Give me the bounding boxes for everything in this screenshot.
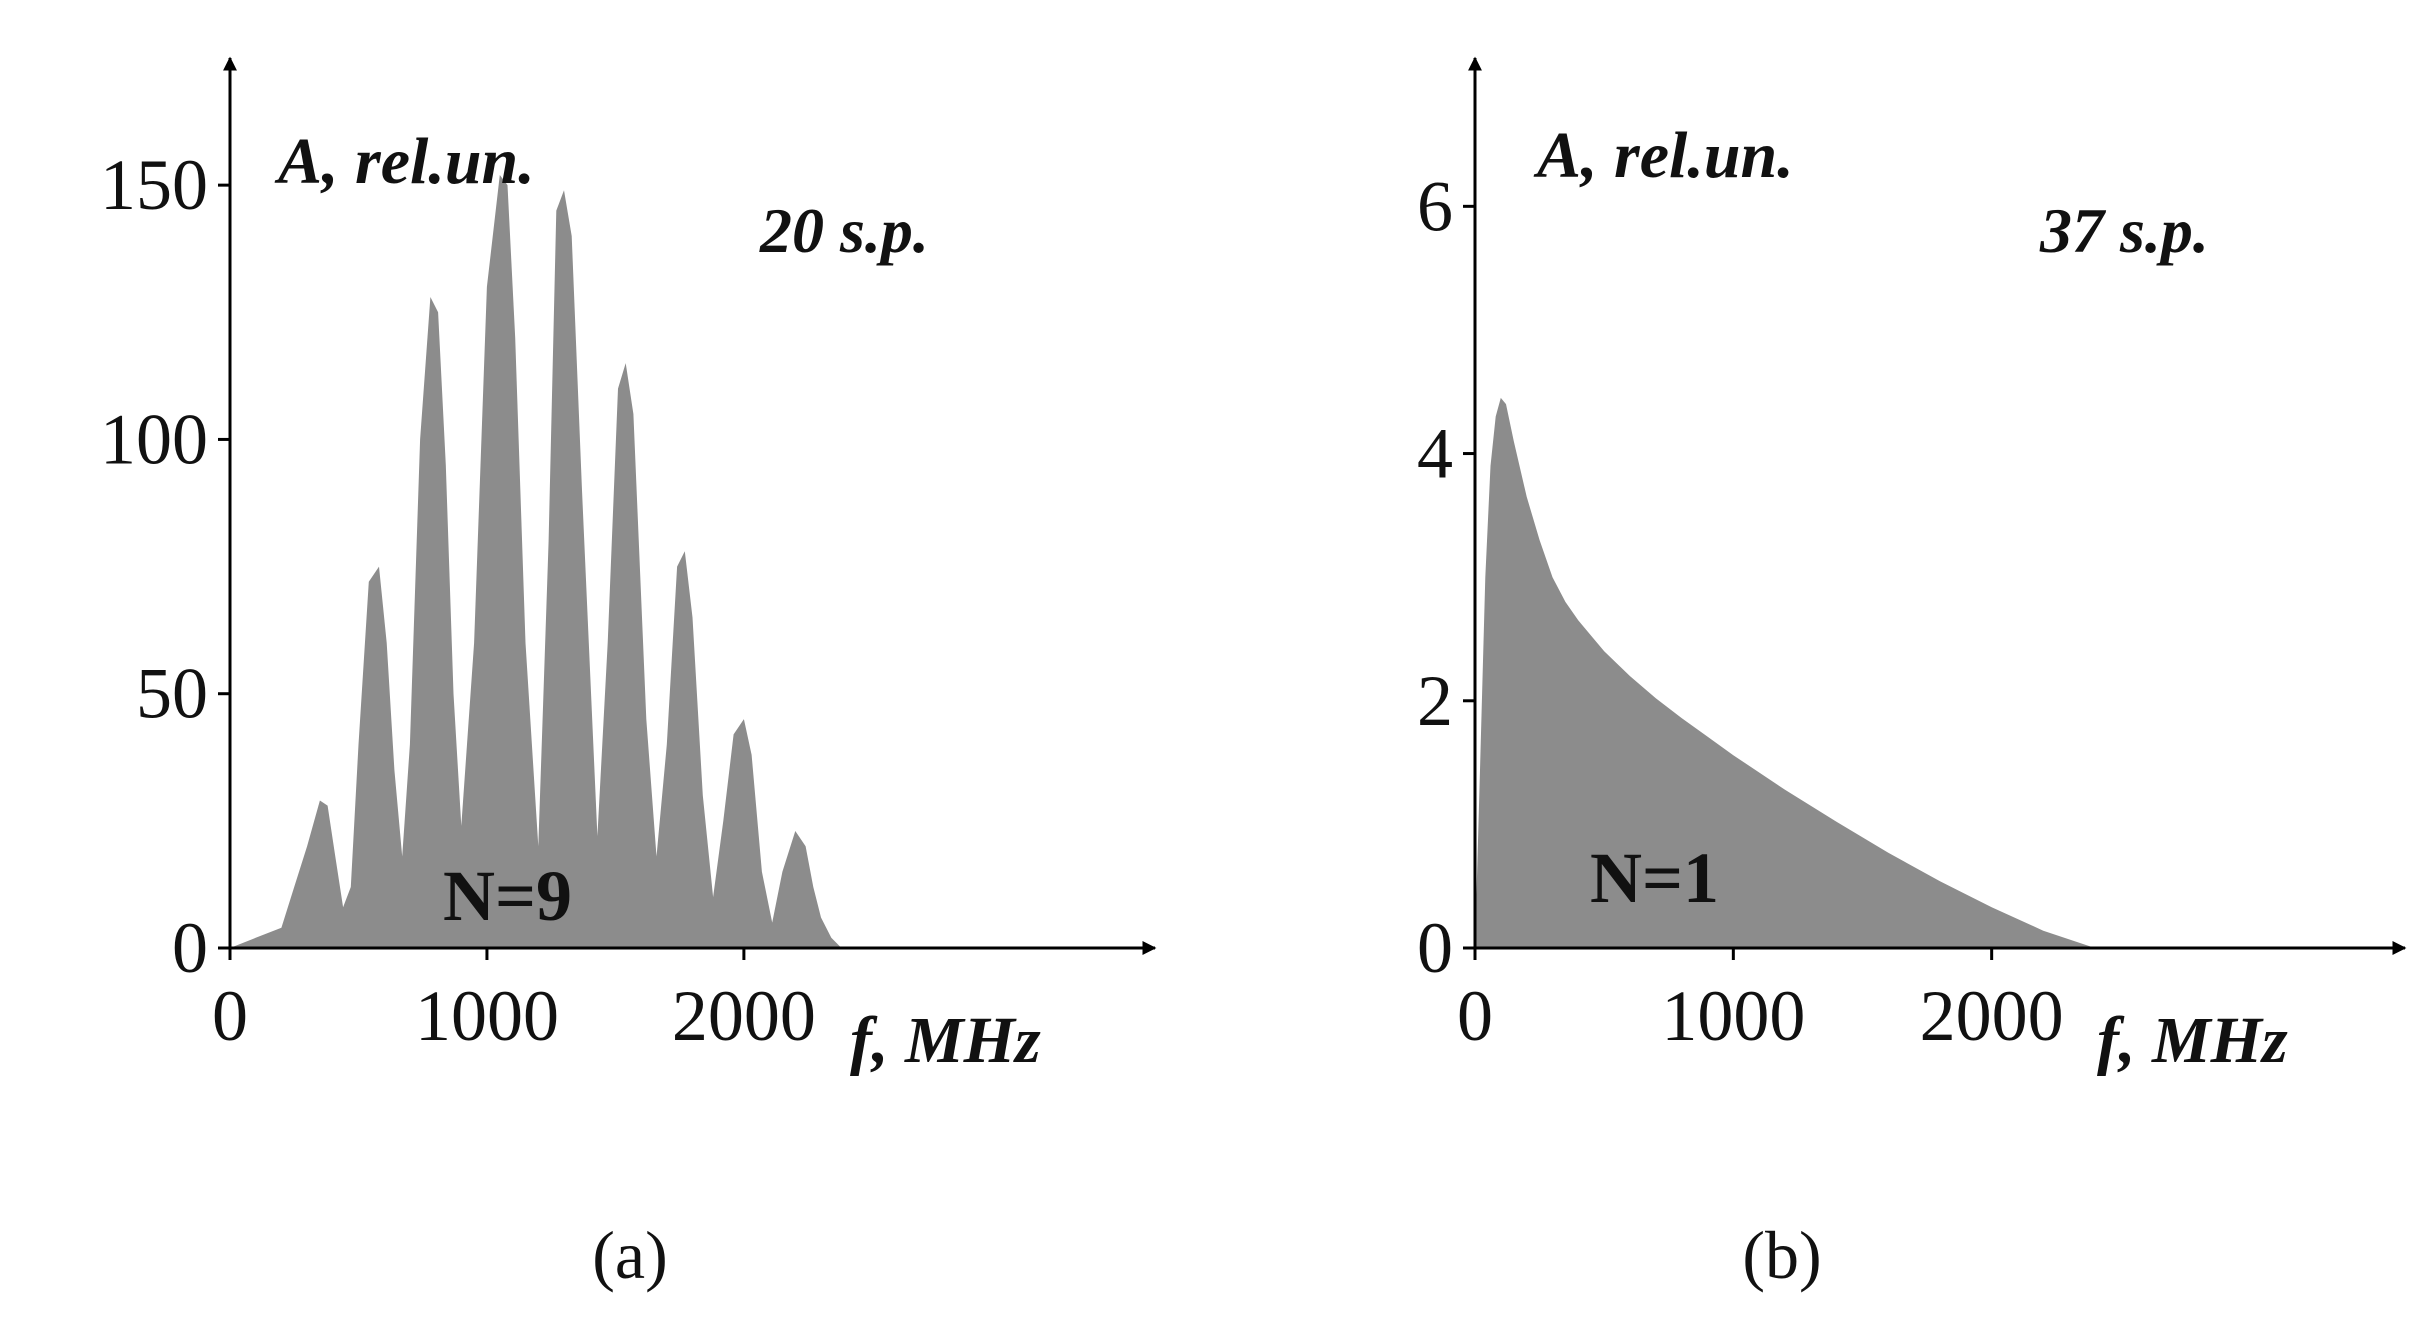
x-tick-label: 0 [1457,976,1493,1056]
x-tick-label: 2000 [672,976,816,1056]
chart-panel-b: 0 2 4 6 0 1000 2000 A, rel.un. 37 s.p. N=1 f,… [1417,56,2407,1293]
y-axis-title-b: A, rel.un. [1533,119,1794,192]
x-ticks-a: 0 1000 2000 [212,948,816,1056]
n-label-a: N=9 [443,856,572,936]
y-tick-label: 100 [100,399,208,479]
x-ticks-b: 0 1000 2000 [1457,948,2064,1056]
x-tick-label: 2000 [1920,976,2064,1056]
annotation-b: 37 s.p. [2039,195,2209,266]
y-axis-title-a: A, rel.un. [274,125,535,198]
y-ticks-a: 0 50 100 150 [100,145,230,988]
y-tick-label: 0 [172,908,208,988]
chart-panel-a: 0 50 100 150 0 1000 2000 A, rel.un. 20 s.p. N… [100,56,1157,1293]
annotation-a: 20 s.p. [759,195,929,266]
caption-b: (b) [1742,1217,1821,1293]
y-ticks-b: 0 2 4 6 [1417,166,1475,988]
x-axis-title-b: f, MHz [2097,1004,2288,1077]
spectrum-area-b [1475,397,2095,948]
spectrum-area-a [230,175,842,948]
caption-a: (a) [592,1217,667,1293]
n-label-b: N=1 [1590,838,1719,918]
x-tick-label: 1000 [415,976,559,1056]
y-tick-label: 0 [1417,908,1453,988]
x-axis-title-a: f, MHz [850,1004,1041,1077]
y-tick-label: 150 [100,145,208,225]
y-tick-label: 6 [1417,166,1453,246]
y-tick-label: 2 [1417,661,1453,741]
y-tick-label: 4 [1417,414,1453,494]
x-tick-label: 1000 [1661,976,1805,1056]
y-tick-label: 50 [136,654,208,734]
x-tick-label: 0 [212,976,248,1056]
